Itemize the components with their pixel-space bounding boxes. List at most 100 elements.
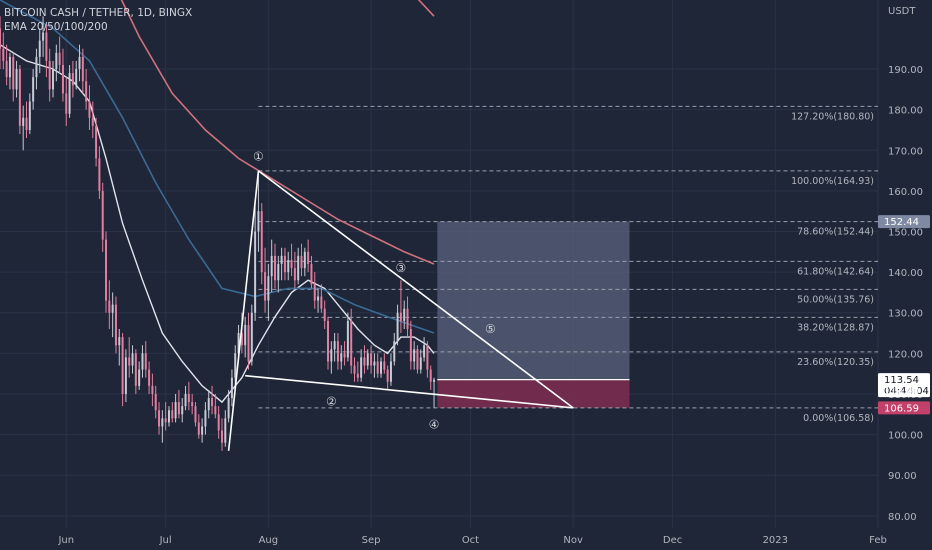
- candle-body: [386, 369, 389, 382]
- target-price-tag-label: 152.44: [884, 217, 919, 228]
- candle-body: [250, 312, 253, 362]
- symbol-title[interactable]: BITCOIN CASH / TETHER, 1D, BINGX: [4, 7, 193, 19]
- target-zone: [437, 221, 630, 380]
- x-tick-label: Feb: [869, 535, 887, 546]
- y-tick-label: 80.00: [888, 512, 917, 523]
- position-zones: [437, 221, 630, 408]
- pattern-upper-trendline: [257, 170, 574, 409]
- candle-body: [297, 255, 300, 281]
- candle-body: [413, 349, 416, 362]
- candle-body: [138, 369, 141, 386]
- candle-body: [360, 357, 363, 378]
- candle-body: [336, 341, 339, 362]
- ema-line: [417, 0, 435, 17]
- y-tick-label: 180.00: [888, 106, 923, 117]
- candle-body: [396, 312, 399, 342]
- ema-lines: [0, 0, 435, 404]
- candle-body: [260, 211, 263, 273]
- candle-body: [148, 369, 151, 386]
- candle-body: [75, 69, 78, 86]
- candle-body: [426, 345, 429, 370]
- candle-body: [307, 251, 310, 264]
- candle-body: [18, 69, 21, 126]
- candle-body: [290, 259, 293, 269]
- candle-body: [383, 361, 386, 370]
- candle-body: [343, 353, 346, 358]
- candle-body: [320, 296, 323, 309]
- candle-body: [211, 398, 214, 407]
- triangle-pattern[interactable]: [227, 170, 574, 451]
- candle-body: [419, 357, 422, 370]
- candle-body: [71, 73, 74, 86]
- candle-body: [270, 255, 273, 277]
- indicator-label[interactable]: EMA 20/50/100/200: [4, 21, 108, 33]
- candle-body: [287, 259, 290, 273]
- candle-body: [114, 304, 117, 346]
- candle-body: [220, 430, 223, 443]
- y-tick-label: 190.00: [888, 65, 923, 76]
- candle-body: [105, 239, 108, 301]
- candle-body: [101, 190, 104, 240]
- candle-body: [65, 93, 68, 114]
- candle-body: [244, 324, 247, 346]
- y-tick-label: 100.00: [888, 431, 923, 442]
- candle-body: [12, 56, 15, 90]
- y-tick-label: 120.00: [888, 349, 923, 360]
- candle-body: [366, 353, 369, 366]
- candle-body: [5, 60, 8, 78]
- candle-body: [154, 393, 157, 411]
- candle-body: [267, 276, 270, 301]
- candle-body: [151, 385, 154, 394]
- candle-body: [254, 231, 257, 313]
- fib-label: 50.00%(135.76): [797, 294, 874, 305]
- candle-body: [303, 251, 306, 269]
- candle-body: [28, 101, 31, 130]
- candlestick-series: [0, 16, 436, 451]
- candle-body: [356, 373, 359, 378]
- candle-body: [95, 125, 98, 159]
- low-price-tag-box: [878, 401, 930, 415]
- fib-label: 23.60%(120.35): [797, 357, 874, 368]
- candle-body: [164, 418, 167, 423]
- candle-body: [346, 320, 349, 358]
- candle-body: [403, 308, 406, 321]
- x-tick-label: Oct: [462, 535, 479, 546]
- candle-body: [121, 337, 124, 394]
- candle-body: [134, 353, 137, 386]
- candle-body: [161, 418, 164, 427]
- pattern-impulse-leg: [227, 170, 260, 451]
- candle-body: [204, 410, 207, 427]
- candle-body: [230, 377, 233, 399]
- candle-body: [247, 324, 250, 362]
- candle-body: [8, 56, 11, 78]
- candle-body: [32, 77, 35, 102]
- candle-body: [108, 300, 111, 313]
- fib-label: 38.20%(128.87): [797, 322, 874, 333]
- candle-body: [323, 308, 326, 321]
- candle-body: [128, 357, 131, 366]
- candle-body: [197, 422, 200, 435]
- candle-body: [214, 406, 217, 415]
- candle-body: [433, 379, 436, 382]
- candle-body: [55, 52, 58, 70]
- candle-body: [201, 426, 204, 435]
- x-tick-label: Nov: [563, 535, 583, 546]
- y-tick-label: 140.00: [888, 268, 923, 279]
- chart-legend: BITCOIN CASH / TETHER, 1D, BINGX EMA 20/…: [4, 6, 192, 34]
- wave-label: ①: [253, 149, 264, 163]
- candle-body: [264, 272, 267, 301]
- x-tick-label: Dec: [663, 535, 682, 546]
- candle-body: [177, 402, 180, 415]
- candle-body: [98, 158, 101, 191]
- candle-body: [15, 69, 18, 90]
- last-price-tag-box: [878, 373, 930, 398]
- wave-label: ⑤: [485, 322, 496, 336]
- candle-body: [191, 402, 194, 407]
- candle-body: [370, 353, 373, 366]
- candle-body: [141, 353, 144, 370]
- candle-body: [406, 308, 409, 329]
- candle-body: [52, 69, 55, 90]
- candle-body: [317, 296, 320, 301]
- time-axis[interactable]: Jun Jul Aug Sep Oct Nov Dec 2023 Feb: [57, 535, 886, 546]
